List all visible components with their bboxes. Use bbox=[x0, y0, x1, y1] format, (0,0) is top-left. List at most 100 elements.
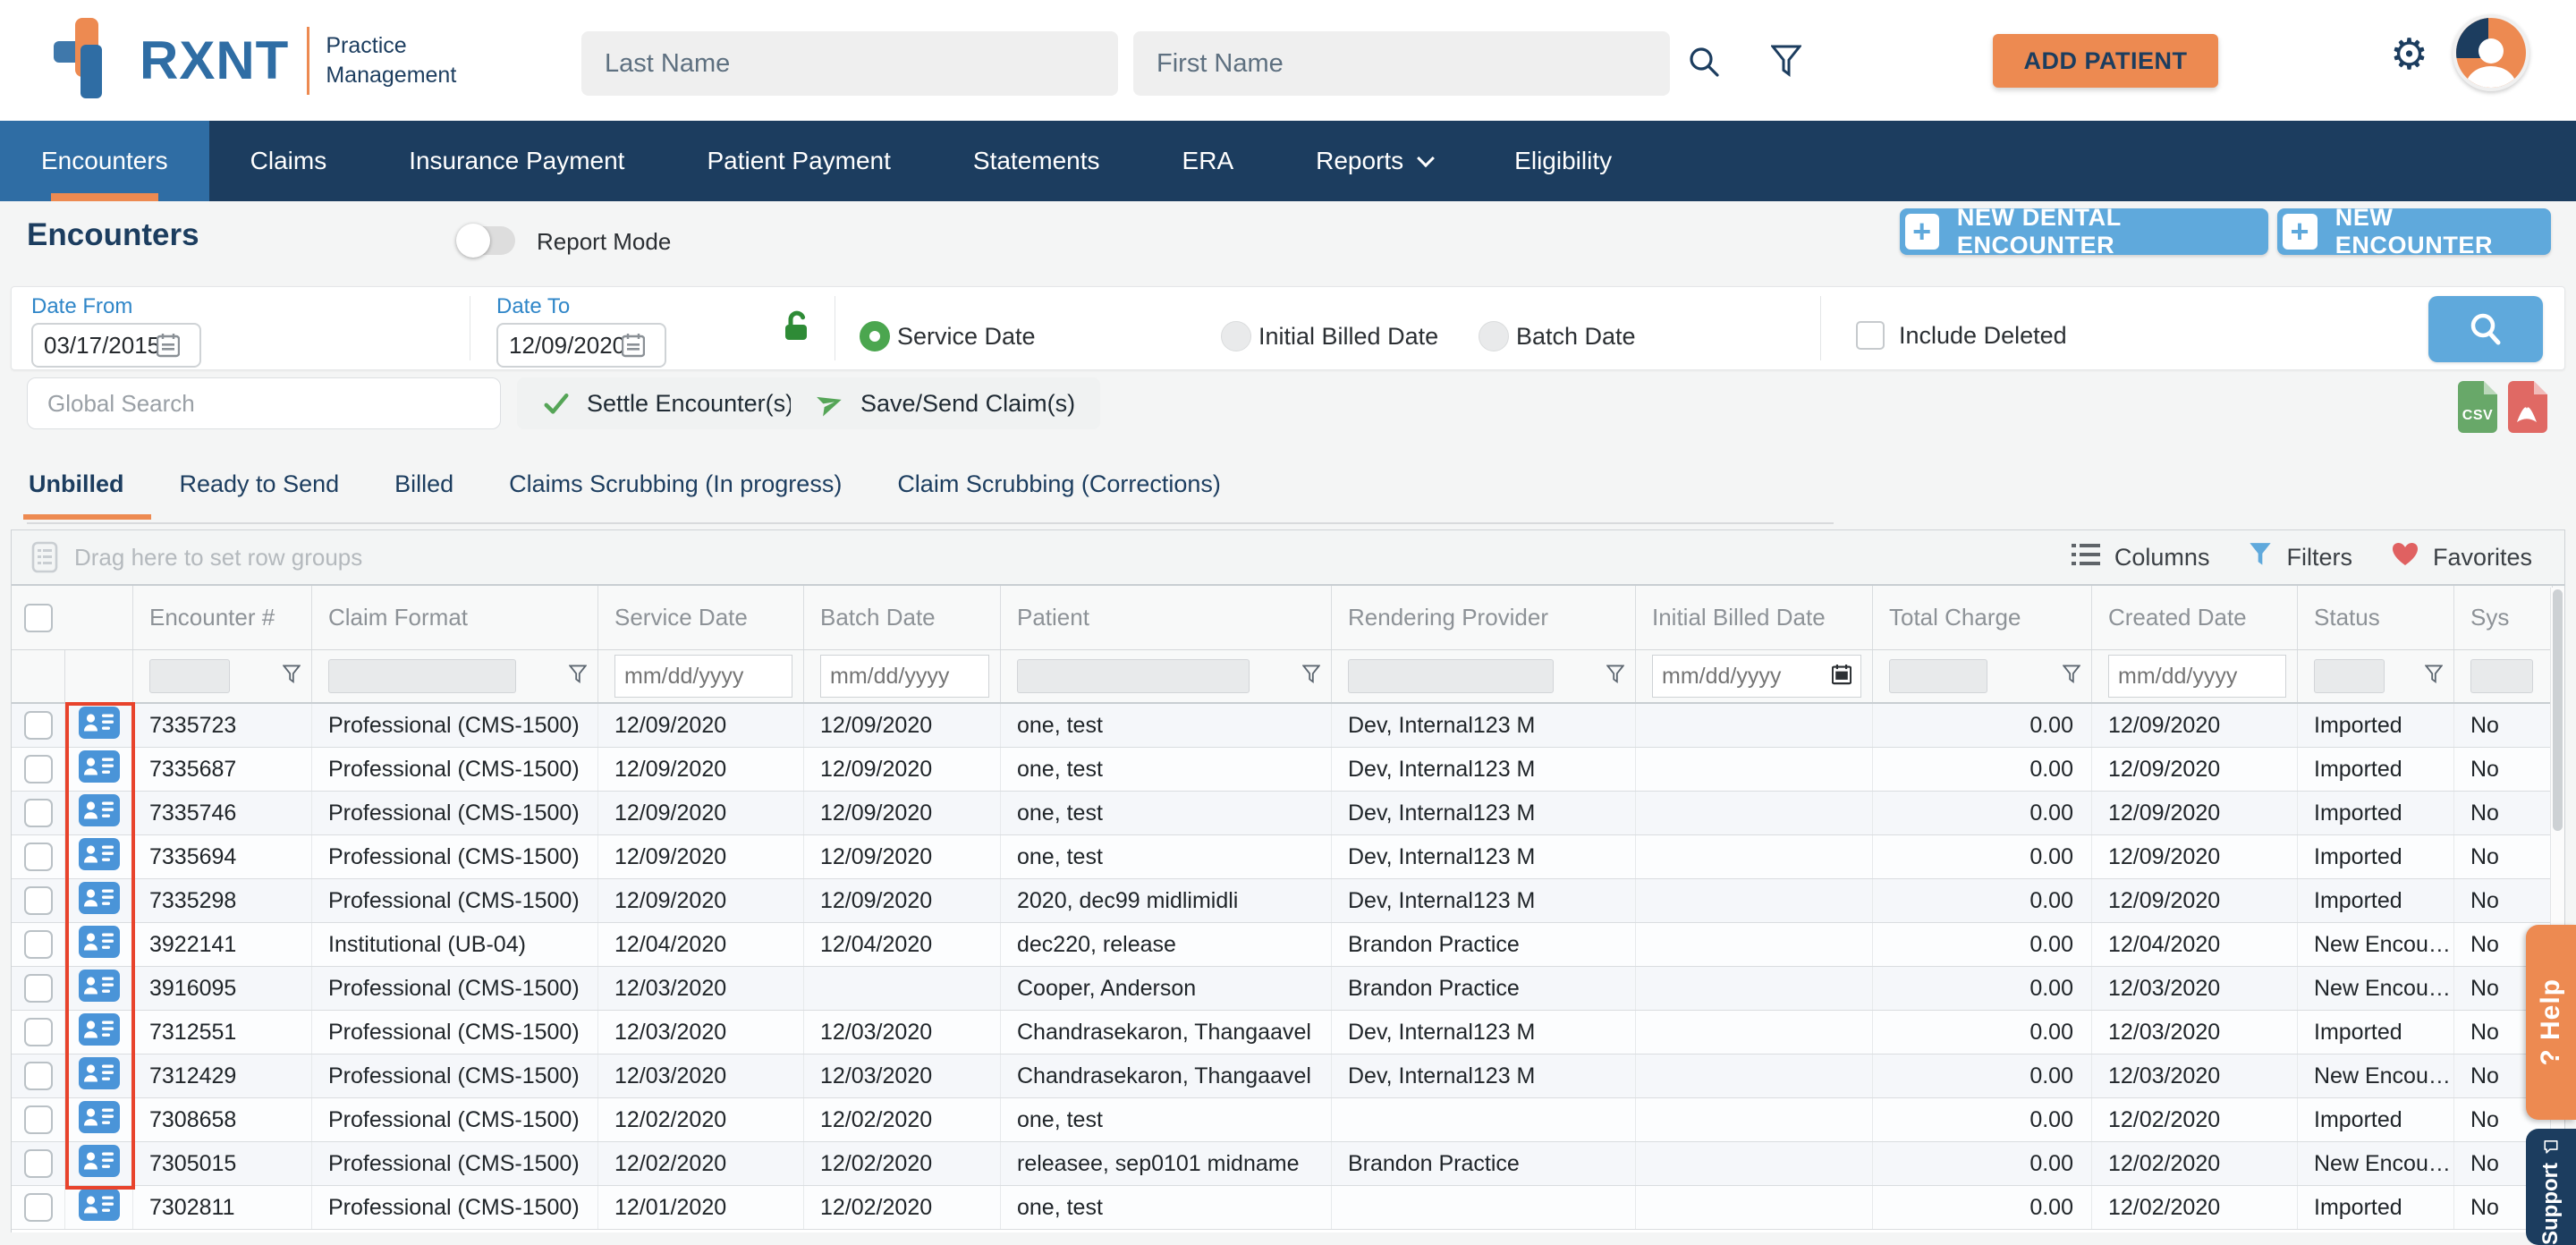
tab-claim-scrubbing-corrections-[interactable]: Claim Scrubbing (Corrections) bbox=[895, 460, 1223, 520]
global-search-input[interactable] bbox=[27, 377, 501, 429]
row-group-dropzone[interactable]: Drag here to set row groups bbox=[31, 541, 362, 573]
radio-service-date[interactable]: Service Date bbox=[860, 321, 1036, 351]
row-checkbox[interactable] bbox=[24, 1062, 53, 1090]
search-submit-button[interactable] bbox=[2428, 296, 2543, 362]
unlock-icon[interactable] bbox=[783, 310, 811, 347]
column-filter-input-sys[interactable] bbox=[2470, 659, 2533, 693]
column-header-total_charge[interactable]: Total Charge bbox=[1873, 586, 2092, 649]
first-name-input[interactable] bbox=[1133, 31, 1670, 96]
column-date-filter-service_date[interactable] bbox=[614, 655, 792, 698]
column-header-provider[interactable]: Rendering Provider bbox=[1332, 586, 1636, 649]
nav-item-era[interactable]: ERA bbox=[1141, 121, 1275, 201]
table-row[interactable]: 7302811Professional (CMS-1500)12/01/2020… bbox=[12, 1186, 2564, 1230]
column-header-patient[interactable]: Patient bbox=[1001, 586, 1332, 649]
funnel-icon[interactable] bbox=[2425, 665, 2443, 689]
row-checkbox[interactable] bbox=[24, 974, 53, 1003]
patient-card-icon[interactable] bbox=[79, 1013, 120, 1052]
table-row[interactable]: 7335687Professional (CMS-1500)12/09/2020… bbox=[12, 748, 2564, 792]
settings-gear-icon[interactable]: ⚙ bbox=[2390, 34, 2428, 77]
column-filter-input-total_charge[interactable] bbox=[1889, 659, 1987, 693]
column-header-encounter[interactable]: Encounter # bbox=[133, 586, 312, 649]
table-row[interactable]: 7312429Professional (CMS-1500)12/03/2020… bbox=[12, 1054, 2564, 1098]
column-filter-input-patient[interactable] bbox=[1017, 659, 1250, 693]
row-checkbox[interactable] bbox=[24, 886, 53, 915]
funnel-icon[interactable] bbox=[1302, 665, 1320, 689]
date-from-field[interactable] bbox=[31, 323, 201, 368]
row-checkbox[interactable] bbox=[24, 843, 53, 871]
funnel-icon[interactable] bbox=[1606, 665, 1624, 689]
patient-card-icon[interactable] bbox=[79, 838, 120, 877]
column-filter-input-claim_format[interactable] bbox=[328, 659, 516, 693]
date-filter-input[interactable] bbox=[2118, 664, 2276, 690]
column-header-status[interactable]: Status bbox=[2298, 586, 2454, 649]
patient-card-icon[interactable] bbox=[79, 1101, 120, 1139]
row-checkbox[interactable] bbox=[24, 1193, 53, 1222]
patient-card-icon[interactable] bbox=[79, 882, 120, 920]
last-name-input[interactable] bbox=[581, 31, 1118, 96]
row-checkbox[interactable] bbox=[24, 799, 53, 827]
table-row[interactable]: 7312551Professional (CMS-1500)12/03/2020… bbox=[12, 1011, 2564, 1054]
row-checkbox[interactable] bbox=[24, 755, 53, 783]
column-header-initial_billed[interactable]: Initial Billed Date bbox=[1636, 586, 1873, 649]
toolbar-favorites[interactable]: Favorites bbox=[2392, 542, 2532, 572]
tab-claims-scrubbing-in-progress-[interactable]: Claims Scrubbing (In progress) bbox=[507, 460, 843, 520]
settle-encounters-button[interactable]: Settle Encounter(s) bbox=[517, 377, 818, 429]
nav-item-claims[interactable]: Claims bbox=[209, 121, 369, 201]
row-checkbox[interactable] bbox=[24, 1018, 53, 1046]
table-row[interactable]: 7335298Professional (CMS-1500)12/09/2020… bbox=[12, 879, 2564, 923]
nav-item-eligibility[interactable]: Eligibility bbox=[1473, 121, 1653, 201]
radio-selected-icon[interactable] bbox=[860, 321, 890, 351]
patient-card-icon[interactable] bbox=[79, 1145, 120, 1183]
column-date-filter-initial_billed[interactable] bbox=[1652, 655, 1861, 698]
column-header-claim_format[interactable]: Claim Format bbox=[312, 586, 598, 649]
column-filter-input-encounter[interactable] bbox=[149, 659, 230, 693]
table-row[interactable]: 7335694Professional (CMS-1500)12/09/2020… bbox=[12, 835, 2564, 879]
nav-item-patient-payment[interactable]: Patient Payment bbox=[665, 121, 931, 201]
calendar-icon[interactable] bbox=[1832, 663, 1852, 690]
filter-icon[interactable] bbox=[1771, 45, 1801, 83]
radio-icon[interactable] bbox=[1221, 321, 1251, 351]
tab-billed[interactable]: Billed bbox=[393, 460, 455, 520]
new-dental-encounter-button[interactable]: + NEW DENTAL ENCOUNTER bbox=[1900, 208, 2268, 255]
tab-ready-to-send[interactable]: Ready to Send bbox=[178, 460, 342, 520]
scrollbar-thumb[interactable] bbox=[2553, 589, 2563, 831]
patient-card-icon[interactable] bbox=[79, 926, 120, 964]
column-header-service_date[interactable]: Service Date bbox=[598, 586, 804, 649]
radio-icon[interactable] bbox=[1479, 321, 1509, 351]
date-to-field[interactable] bbox=[496, 323, 666, 368]
table-row[interactable]: 7305015Professional (CMS-1500)12/02/2020… bbox=[12, 1142, 2564, 1186]
rxnt-logo[interactable]: RXNT Practice Management bbox=[54, 18, 456, 103]
patient-card-icon[interactable] bbox=[79, 1189, 120, 1227]
radio-batch-date[interactable]: Batch Date bbox=[1479, 321, 1636, 351]
table-row[interactable]: 7308658Professional (CMS-1500)12/02/2020… bbox=[12, 1098, 2564, 1142]
date-filter-input[interactable] bbox=[1662, 664, 1832, 690]
nav-item-reports[interactable]: Reports bbox=[1275, 121, 1473, 201]
column-filter-input-provider[interactable] bbox=[1348, 659, 1554, 693]
support-tab[interactable]: Support bbox=[2526, 1129, 2576, 1245]
column-date-filter-created[interactable] bbox=[2108, 655, 2286, 698]
column-header-sys[interactable]: Sys bbox=[2454, 586, 2553, 649]
date-to-input[interactable] bbox=[509, 332, 622, 360]
patient-card-icon[interactable] bbox=[79, 750, 120, 789]
search-icon[interactable] bbox=[1687, 45, 1721, 83]
funnel-icon[interactable] bbox=[2063, 665, 2080, 689]
date-from-input[interactable] bbox=[44, 332, 157, 360]
patient-card-icon[interactable] bbox=[79, 970, 120, 1008]
nav-item-encounters[interactable]: Encounters bbox=[0, 121, 209, 201]
date-filter-input[interactable] bbox=[830, 664, 979, 690]
column-date-filter-batch_date[interactable] bbox=[820, 655, 989, 698]
nav-item-statements[interactable]: Statements bbox=[932, 121, 1141, 201]
patient-card-icon[interactable] bbox=[79, 707, 120, 745]
tab-unbilled[interactable]: Unbilled bbox=[27, 460, 126, 520]
add-patient-button[interactable]: ADD PATIENT bbox=[1993, 34, 2218, 88]
tabs-scrollbar[interactable] bbox=[27, 522, 1834, 524]
table-row[interactable]: 7335746Professional (CMS-1500)12/09/2020… bbox=[12, 792, 2564, 835]
csv-export-icon[interactable]: CSV bbox=[2458, 381, 2497, 433]
include-deleted-checkbox[interactable] bbox=[1856, 321, 1885, 350]
row-checkbox[interactable] bbox=[24, 1105, 53, 1134]
radio-initial-billed-date[interactable]: Initial Billed Date bbox=[1221, 321, 1438, 351]
pdf-export-icon[interactable] bbox=[2508, 381, 2547, 433]
column-header-created[interactable]: Created Date bbox=[2092, 586, 2298, 649]
new-encounter-button[interactable]: + NEW ENCOUNTER bbox=[2277, 208, 2551, 255]
nav-item-insurance-payment[interactable]: Insurance Payment bbox=[368, 121, 665, 201]
